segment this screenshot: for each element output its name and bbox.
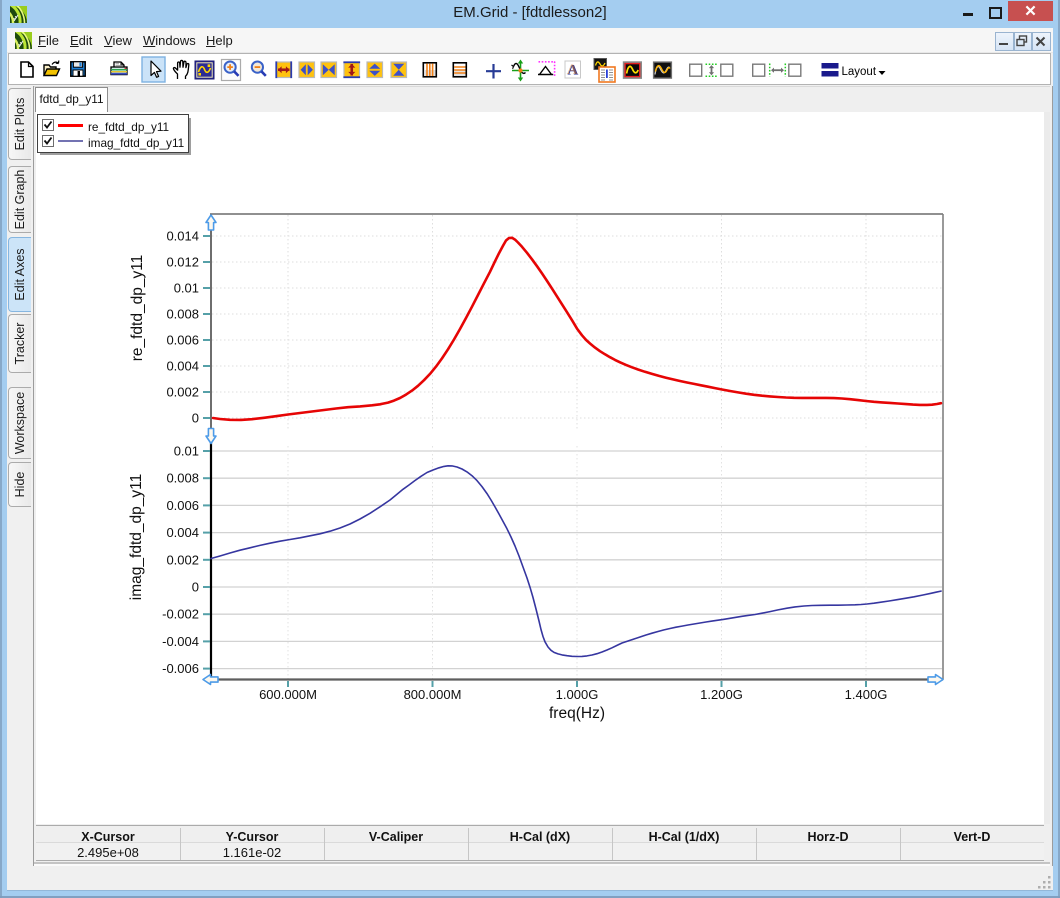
svg-text:Hide: Hide <box>13 472 27 498</box>
svg-text:0.002: 0.002 <box>166 385 199 400</box>
svg-text:Layout: Layout <box>842 66 877 78</box>
svg-text:0.008: 0.008 <box>166 307 199 322</box>
svg-text:0.01: 0.01 <box>174 444 199 459</box>
svg-text:600.000M: 600.000M <box>259 687 317 702</box>
svg-text:0.004: 0.004 <box>166 525 199 540</box>
svg-text:re_fdtd_dp_y11: re_fdtd_dp_y11 <box>129 255 146 362</box>
svg-text:0.006: 0.006 <box>166 498 199 513</box>
svg-text:freq(Hz): freq(Hz) <box>549 705 605 722</box>
svg-text:Tracker: Tracker <box>13 323 27 365</box>
svg-text:1.400G: 1.400G <box>845 687 888 702</box>
svg-text:imag_fdtd_dp_y11: imag_fdtd_dp_y11 <box>128 474 145 600</box>
svg-text:Edit Graph: Edit Graph <box>13 170 27 230</box>
svg-text:A: A <box>567 62 578 78</box>
svg-text:1.200G: 1.200G <box>700 687 743 702</box>
svg-text:A: A <box>567 63 578 79</box>
svg-text:0: 0 <box>192 580 199 595</box>
svg-text:0.002: 0.002 <box>166 552 199 567</box>
svg-text:0.014: 0.014 <box>166 229 199 244</box>
svg-text:Workspace: Workspace <box>13 392 27 454</box>
svg-text:0: 0 <box>192 411 199 426</box>
svg-text:1.000G: 1.000G <box>556 687 599 702</box>
svg-text:800.000M: 800.000M <box>404 687 462 702</box>
svg-text:0.006: 0.006 <box>166 333 199 348</box>
svg-text:0.012: 0.012 <box>166 255 199 270</box>
svg-text:Edit Plots: Edit Plots <box>13 98 27 151</box>
svg-text:0.004: 0.004 <box>166 359 199 374</box>
svg-text:-0.002: -0.002 <box>162 607 199 622</box>
svg-text:-0.006: -0.006 <box>162 661 199 676</box>
svg-text:-0.004: -0.004 <box>162 634 199 649</box>
svg-text:Edit Axes: Edit Axes <box>13 248 27 300</box>
svg-text:0.008: 0.008 <box>166 471 199 486</box>
svg-text:0.01: 0.01 <box>174 281 199 296</box>
